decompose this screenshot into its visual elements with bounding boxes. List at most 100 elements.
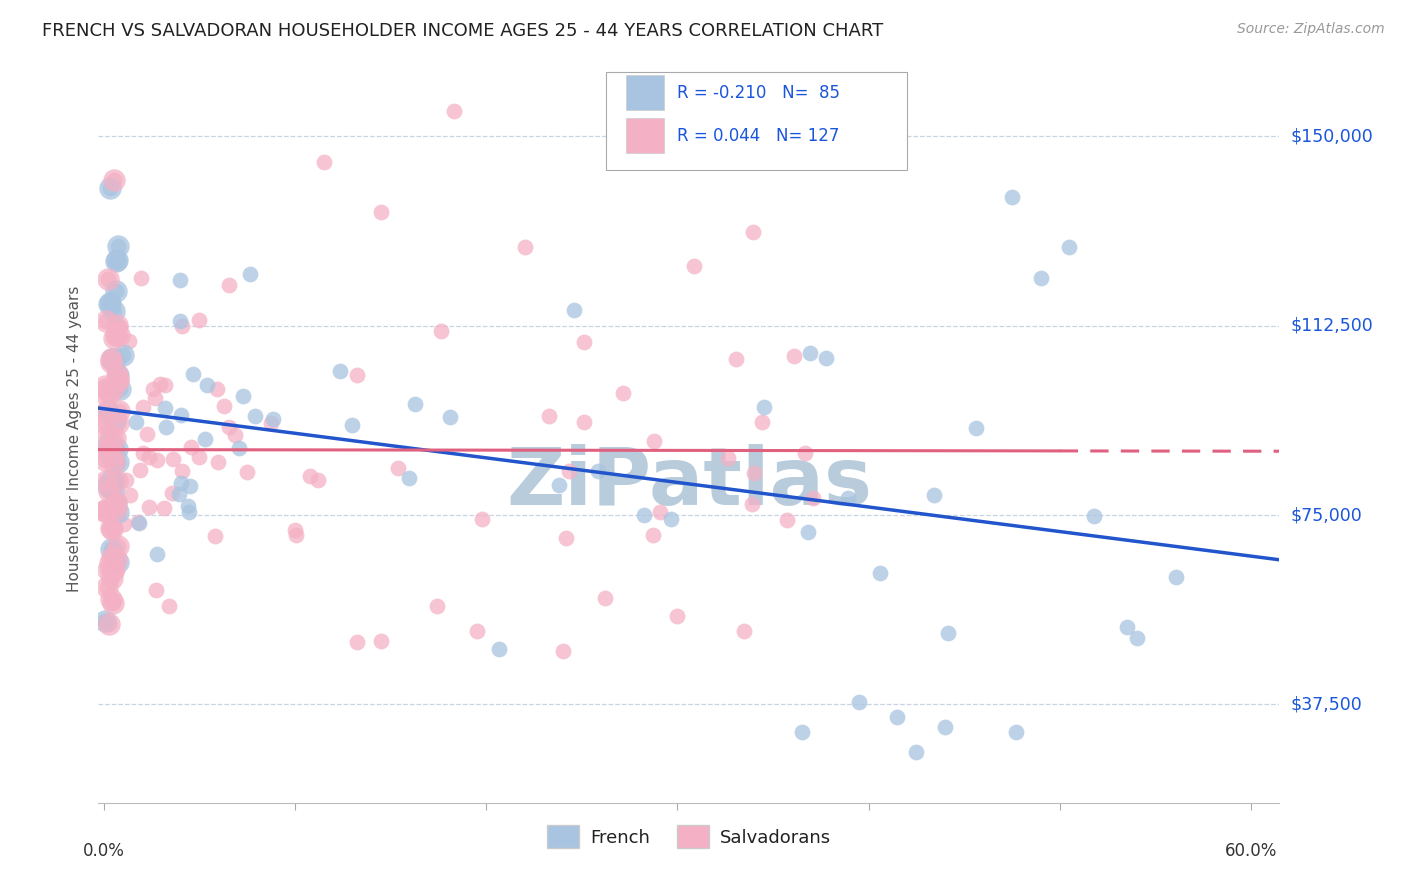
Point: [108, 403, 131, 417]
Point: [1001, 190, 1024, 204]
Point: [346, 368, 368, 382]
Point: [136, 427, 159, 442]
Point: [101, 522, 124, 536]
Point: [96, 478, 118, 492]
Point: [111, 348, 134, 362]
Point: [103, 173, 125, 187]
Point: [100, 549, 122, 564]
Point: [97, 617, 120, 632]
Point: [346, 635, 368, 649]
Point: [100, 521, 122, 535]
Point: [513, 240, 536, 254]
Point: [488, 641, 510, 656]
Point: [105, 318, 128, 333]
Point: [155, 419, 177, 434]
Point: [107, 374, 129, 388]
Point: [107, 417, 129, 431]
Point: [801, 491, 824, 506]
Point: [105, 474, 128, 488]
Point: [100, 448, 122, 462]
Point: [128, 516, 150, 530]
Point: [98, 181, 121, 195]
Point: [643, 528, 665, 542]
Point: [94, 379, 117, 393]
Text: R = 0.044   N= 127: R = 0.044 N= 127: [678, 127, 839, 145]
Point: [741, 226, 763, 240]
Point: [103, 483, 125, 497]
Point: [129, 463, 152, 477]
Point: [145, 547, 167, 561]
Point: [167, 487, 190, 501]
Point: [108, 327, 131, 342]
Point: [754, 400, 776, 414]
Point: [107, 239, 129, 253]
Point: [101, 450, 124, 464]
Point: [329, 364, 352, 378]
Point: [612, 385, 634, 400]
Point: [751, 415, 773, 429]
Point: [643, 434, 665, 448]
Point: [107, 556, 129, 570]
Point: [100, 549, 122, 564]
Point: [100, 355, 122, 369]
Point: [103, 562, 125, 576]
Point: [94, 382, 117, 396]
Point: [103, 457, 125, 471]
Point: [905, 745, 928, 759]
Point: [107, 505, 129, 519]
Point: [101, 380, 124, 394]
Text: $150,000: $150,000: [1291, 128, 1374, 145]
Point: [100, 541, 122, 556]
Text: $37,500: $37,500: [1291, 696, 1362, 714]
Point: [794, 445, 817, 459]
Point: [661, 512, 683, 526]
Point: [105, 326, 128, 341]
Point: [100, 448, 122, 462]
Point: [101, 522, 124, 536]
Point: [96, 504, 118, 518]
Point: [97, 427, 120, 442]
Point: [239, 268, 262, 282]
Point: [172, 465, 194, 479]
Point: [869, 566, 891, 581]
Point: [633, 508, 655, 522]
Point: [742, 466, 765, 480]
Point: [404, 397, 426, 411]
Point: [145, 453, 167, 467]
Point: [1005, 724, 1028, 739]
Point: [103, 457, 125, 471]
Point: [170, 475, 193, 490]
Point: [934, 721, 956, 735]
Point: [105, 254, 128, 268]
Point: [97, 404, 120, 418]
Point: [799, 346, 821, 360]
Point: [93, 453, 115, 467]
Point: [115, 473, 138, 487]
Point: [312, 154, 335, 169]
Point: [107, 239, 129, 253]
Point: [100, 521, 122, 535]
Point: [107, 455, 129, 469]
Point: [562, 302, 585, 317]
Point: [124, 415, 146, 429]
Point: [93, 504, 115, 518]
Point: [752, 139, 775, 153]
Point: [149, 377, 172, 392]
Point: [145, 582, 167, 597]
Point: [98, 445, 121, 459]
Point: [97, 296, 120, 310]
Point: [443, 104, 465, 119]
Point: [155, 377, 177, 392]
Text: 60.0%: 60.0%: [1225, 842, 1277, 860]
FancyBboxPatch shape: [606, 72, 907, 170]
Point: [132, 400, 155, 414]
Text: 0.0%: 0.0%: [83, 842, 125, 860]
Text: FRENCH VS SALVADORAN HOUSEHOLDER INCOME AGES 25 - 44 YEARS CORRELATION CHART: FRENCH VS SALVADORAN HOUSEHOLDER INCOME …: [42, 22, 883, 40]
Point: [194, 432, 217, 446]
Point: [105, 368, 128, 382]
Point: [96, 388, 118, 402]
Point: [162, 485, 184, 500]
Text: ZiPatlas: ZiPatlas: [506, 444, 872, 522]
Point: [298, 469, 321, 483]
Point: [187, 450, 209, 464]
